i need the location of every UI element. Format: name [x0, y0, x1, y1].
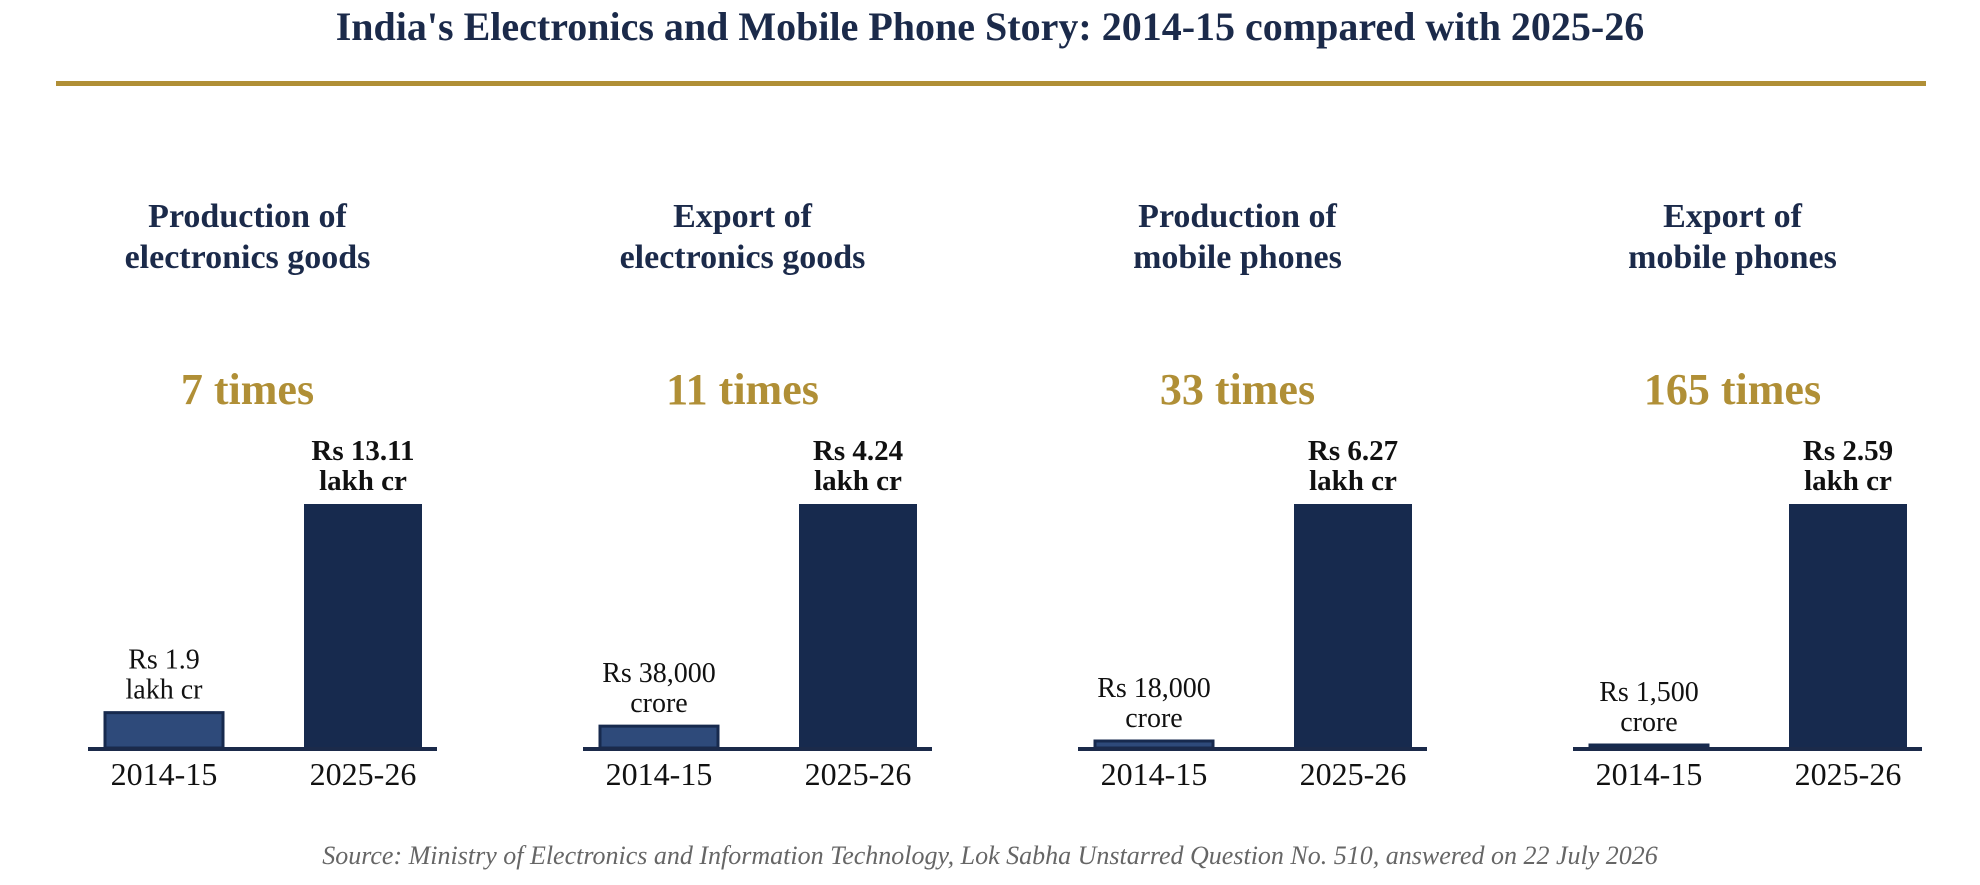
data-label: Rs 6.27 lakh cr: [1308, 435, 1398, 497]
category-label: 2025-26: [1300, 756, 1407, 792]
chart-panel-3: Production of mobile phones 33 times Rs 18…: [990, 0, 1485, 885]
bar-2014-15: [1093, 739, 1215, 750]
growth-multiplier: 165 times: [1643, 365, 1822, 414]
category-label: 2025-26: [310, 756, 417, 792]
panel-title: Production of electronics goods: [124, 198, 371, 276]
bar-2014-15: [103, 711, 225, 750]
bar-2025-26: [1789, 504, 1907, 748]
bar-chart: Rs 18,000 crore 2014-15 Rs 6.27 lakh cr 2025-…: [1078, 435, 1427, 792]
category-label: 2014-15: [111, 756, 218, 792]
data-label: Rs 1.9 lakh cr: [126, 645, 204, 706]
growth-multiplier: 7 times: [180, 365, 315, 414]
data-label: Rs 38,000 crore: [602, 658, 716, 719]
bar-chart: Rs 38,000 crore 2014-15 Rs 4.24 lakh cr 2025-…: [583, 435, 932, 792]
bar-2025-26: [1294, 504, 1412, 748]
category-label: 2014-15: [1101, 756, 1208, 792]
data-label: Rs 1,500 crore: [1599, 677, 1699, 738]
chart-panel-2: Export of electronics goods 11 times Rs 38…: [495, 0, 990, 885]
bar-2025-26: [304, 504, 422, 748]
chart-panel-4: Export of mobile phones 165 times Rs 1,500…: [1485, 0, 1980, 885]
data-label: Rs 2.59 lakh cr: [1803, 435, 1893, 497]
category-label: 2025-26: [805, 756, 912, 792]
data-label: Rs 13.11 lakh cr: [311, 435, 414, 497]
chart-panel-1: Production of electronics goods 7 times Rs…: [0, 0, 495, 885]
growth-multiplier: 11 times: [666, 365, 819, 414]
growth-multiplier: 33 times: [1159, 365, 1316, 414]
bar-chart: Rs 1,500 crore 2014-15 Rs 2.59 lakh cr 2025-2…: [1573, 435, 1922, 792]
panel-title: Export of mobile phones: [1628, 198, 1837, 276]
category-label: 2025-26: [1795, 756, 1902, 792]
data-label: Rs 18,000 crore: [1097, 673, 1211, 734]
data-label: Rs 4.24 lakh cr: [813, 435, 903, 497]
source-note: Source: Ministry of Electronics and Info…: [322, 841, 1658, 870]
bar-2014-15: [598, 724, 720, 750]
panel-title: Production of mobile phones: [1133, 198, 1342, 276]
page-title: India's Electronics and Mobile Phone Sto…: [335, 4, 1645, 49]
bar-chart: Rs 1.9 lakh cr 2014-15 Rs 13.11 lakh cr 2025-…: [88, 435, 437, 792]
panel-title: Export of electronics goods: [619, 198, 866, 276]
category-label: 2014-15: [1596, 756, 1703, 792]
title-rule: [56, 81, 1926, 86]
bar-2025-26: [799, 504, 917, 748]
category-label: 2014-15: [606, 756, 713, 792]
